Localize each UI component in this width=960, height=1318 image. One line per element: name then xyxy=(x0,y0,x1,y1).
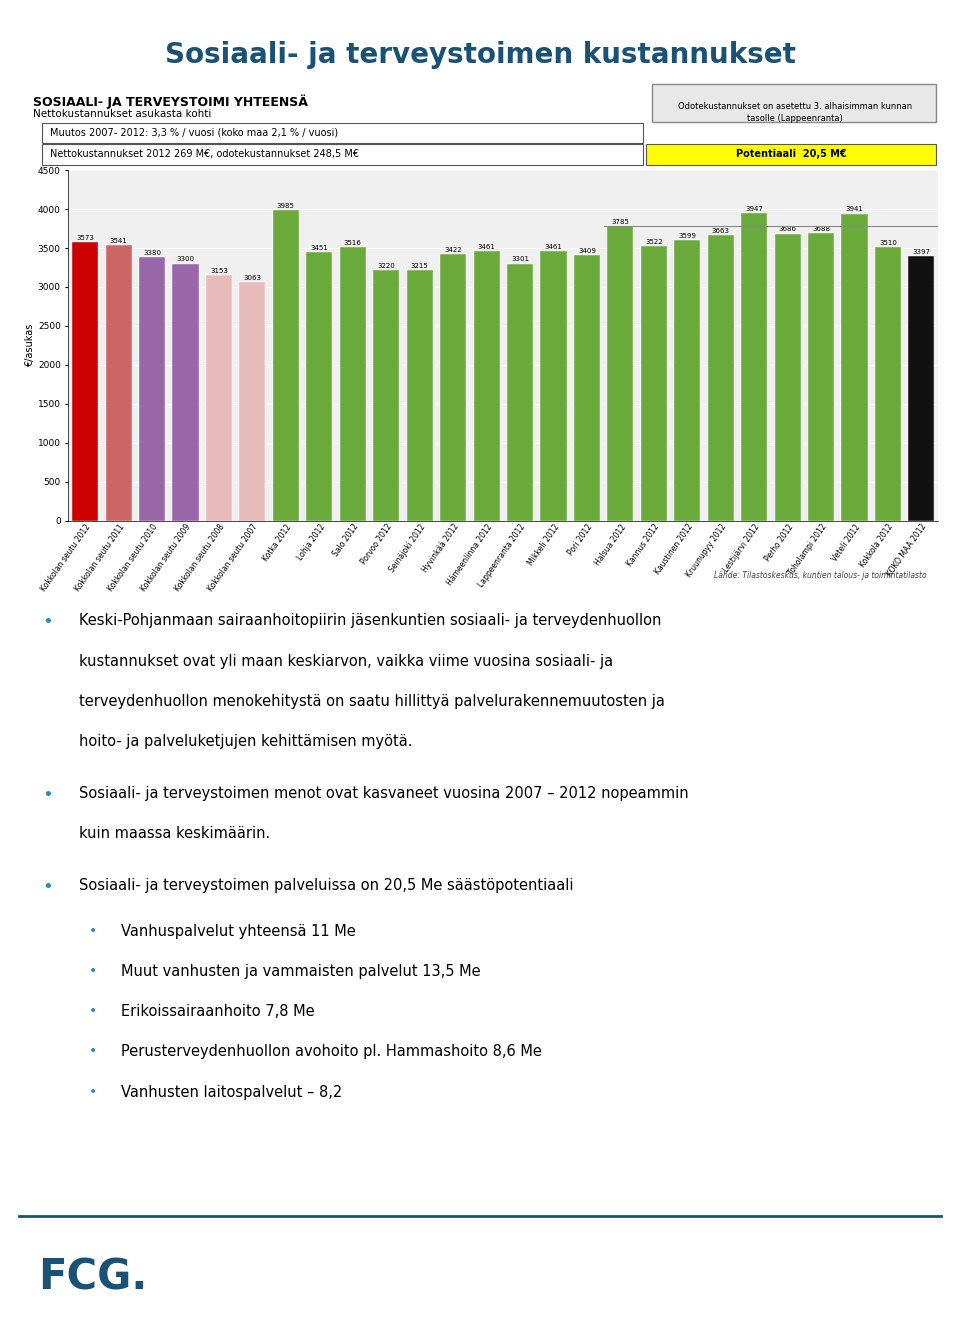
Bar xyxy=(139,257,165,521)
FancyBboxPatch shape xyxy=(646,144,936,165)
Text: Nettokustannukset 2012 269 M€, odotekustannukset 248,5 M€: Nettokustannukset 2012 269 M€, odotekust… xyxy=(50,149,359,159)
Text: 3215: 3215 xyxy=(411,264,428,269)
Text: Nettokustannukset asukasta kohti: Nettokustannukset asukasta kohti xyxy=(33,109,211,120)
Text: 3785: 3785 xyxy=(612,219,630,224)
Bar xyxy=(72,243,98,521)
Text: Perusterveydenhuollon avohoito pl. Hammashoito 8,6 Me: Perusterveydenhuollon avohoito pl. Hamma… xyxy=(121,1044,541,1060)
Bar xyxy=(908,256,934,521)
Bar xyxy=(775,233,801,521)
Bar xyxy=(808,233,834,521)
Text: 3220: 3220 xyxy=(377,262,396,269)
Text: Vanhusten laitospalvelut – 8,2: Vanhusten laitospalvelut – 8,2 xyxy=(121,1085,342,1099)
Text: •: • xyxy=(42,786,54,804)
Text: Keski-Pohjanmaan sairaanhoitopiirin jäsenkuntien sosiaali- ja terveydenhuollon: Keski-Pohjanmaan sairaanhoitopiirin jäse… xyxy=(80,613,661,629)
Bar xyxy=(306,252,332,521)
Bar xyxy=(440,254,467,521)
Text: Erikoissairaanhoito 7,8 Me: Erikoissairaanhoito 7,8 Me xyxy=(121,1004,315,1019)
Bar xyxy=(741,214,767,521)
Text: •: • xyxy=(42,878,54,896)
FancyBboxPatch shape xyxy=(42,123,643,144)
Text: Vanhuspalvelut yhteensä 11 Me: Vanhuspalvelut yhteensä 11 Me xyxy=(121,924,356,938)
Text: 3599: 3599 xyxy=(679,233,696,239)
Bar xyxy=(239,282,265,521)
Text: Muutos 2007- 2012: 3,3 % / vuosi (koko maa 2,1 % / vuosi): Muutos 2007- 2012: 3,3 % / vuosi (koko m… xyxy=(50,128,338,137)
Bar xyxy=(473,250,499,521)
Text: •: • xyxy=(88,965,97,978)
Text: 3409: 3409 xyxy=(578,248,596,254)
Bar xyxy=(674,240,700,521)
Text: •: • xyxy=(88,924,97,938)
Text: 3985: 3985 xyxy=(276,203,295,210)
Bar xyxy=(106,245,132,521)
Bar xyxy=(407,270,433,521)
Text: •: • xyxy=(88,1044,97,1058)
FancyBboxPatch shape xyxy=(652,84,936,123)
Text: Sosiaali- ja terveystoimen menot ovat kasvaneet vuosina 2007 – 2012 nopeammin: Sosiaali- ja terveystoimen menot ovat ka… xyxy=(80,786,689,801)
Text: 3380: 3380 xyxy=(143,250,161,256)
Text: Odotekustannukset on asetettu 3. alhaisimman kunnan
tasolle (Lappeenranta): Odotekustannukset on asetettu 3. alhaisi… xyxy=(678,101,912,124)
Text: 3688: 3688 xyxy=(812,227,830,232)
Y-axis label: €/asukas: €/asukas xyxy=(25,324,35,368)
Text: kuin maassa keskimäärin.: kuin maassa keskimäärin. xyxy=(80,826,271,841)
Bar xyxy=(842,214,868,521)
Text: 3451: 3451 xyxy=(310,245,328,250)
Text: 3947: 3947 xyxy=(745,206,763,212)
Text: 3063: 3063 xyxy=(244,275,261,281)
Text: 3300: 3300 xyxy=(177,257,195,262)
Text: 3461: 3461 xyxy=(544,244,563,250)
Text: 3461: 3461 xyxy=(478,244,495,250)
Text: terveydenhuollon menokehitystä on saatu hillittyä palvelurakennemuutosten ja: terveydenhuollon menokehitystä on saatu … xyxy=(80,693,665,709)
Text: •: • xyxy=(42,613,54,631)
FancyBboxPatch shape xyxy=(42,144,643,165)
Text: •: • xyxy=(88,1085,97,1099)
Text: 3397: 3397 xyxy=(912,249,930,254)
Text: 3941: 3941 xyxy=(846,207,863,212)
Bar xyxy=(273,210,299,521)
Bar xyxy=(708,236,733,521)
Bar xyxy=(875,248,901,521)
Text: hoito- ja palveluketjujen kehittämisen myötä.: hoito- ja palveluketjujen kehittämisen m… xyxy=(80,734,413,749)
Bar xyxy=(574,256,600,521)
Bar xyxy=(373,270,399,521)
Text: 3153: 3153 xyxy=(210,268,228,274)
Text: Muut vanhusten ja vammaisten palvelut 13,5 Me: Muut vanhusten ja vammaisten palvelut 13… xyxy=(121,965,481,979)
Bar xyxy=(507,264,533,521)
Text: Potentiaali  20,5 M€: Potentiaali 20,5 M€ xyxy=(735,149,847,159)
Text: FCG.: FCG. xyxy=(38,1256,148,1298)
Text: Sosiaali- ja terveystoimen palveluissa on 20,5 Me säästöpotentiaali: Sosiaali- ja terveystoimen palveluissa o… xyxy=(80,878,574,894)
Text: 3686: 3686 xyxy=(779,227,797,232)
Text: Sosiaali- ja terveystoimen kustannukset: Sosiaali- ja terveystoimen kustannukset xyxy=(164,41,796,69)
Bar xyxy=(173,264,199,521)
Text: 3516: 3516 xyxy=(344,240,362,245)
Text: SOSIAALI- JA TERVEYSTOIMI YHTEENSÄ: SOSIAALI- JA TERVEYSTOIMI YHTEENSÄ xyxy=(33,95,308,109)
Bar xyxy=(608,225,634,521)
Text: 3510: 3510 xyxy=(879,240,897,246)
Text: kustannukset ovat yli maan keskiarvon, vaikka viime vuosina sosiaali- ja: kustannukset ovat yli maan keskiarvon, v… xyxy=(80,654,613,668)
Bar xyxy=(205,275,232,521)
Bar xyxy=(340,246,366,521)
Text: 3663: 3663 xyxy=(711,228,730,235)
Text: 3541: 3541 xyxy=(109,237,128,244)
Text: 3422: 3422 xyxy=(444,246,462,253)
Text: •: • xyxy=(88,1004,97,1019)
Bar xyxy=(640,246,667,521)
Text: 3522: 3522 xyxy=(645,239,662,245)
Bar xyxy=(540,250,566,521)
Text: 3301: 3301 xyxy=(511,257,529,262)
Text: 3573: 3573 xyxy=(76,235,94,241)
Text: Lähde: Tilastoskeskus, kuntien talous- ja toimintatilasto: Lähde: Tilastoskeskus, kuntien talous- j… xyxy=(714,572,927,580)
